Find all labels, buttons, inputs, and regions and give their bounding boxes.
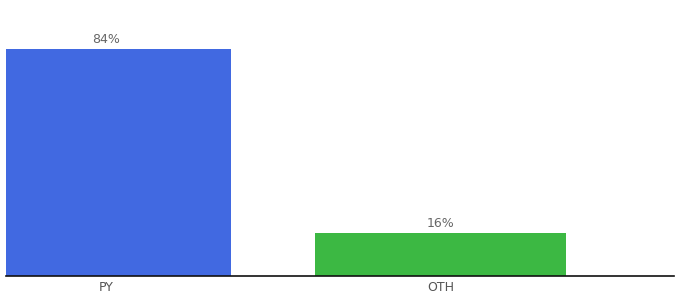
Text: 84%: 84%: [92, 33, 120, 46]
Text: 16%: 16%: [426, 217, 454, 230]
Bar: [0, 49, 231, 276]
Bar: [315, 232, 566, 276]
